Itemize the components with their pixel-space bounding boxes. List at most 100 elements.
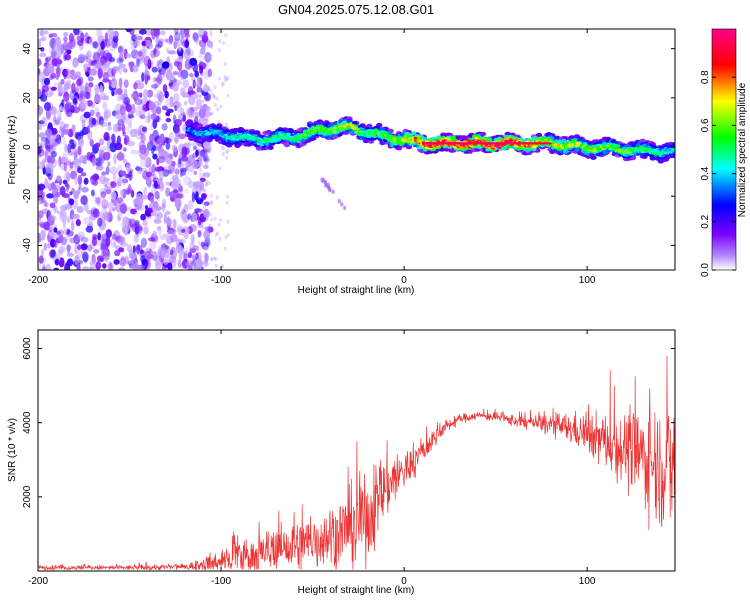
heatmap-cell bbox=[188, 177, 192, 183]
heatmap-cell bbox=[211, 92, 215, 97]
heatmap-cell bbox=[122, 158, 128, 164]
heatmap-cell bbox=[198, 88, 202, 93]
heatmap-cell bbox=[41, 196, 45, 204]
heatmap-cell bbox=[219, 218, 223, 223]
heatmap-cell bbox=[38, 159, 41, 169]
heatmap-cell bbox=[38, 255, 44, 264]
heatmap-cell bbox=[170, 161, 175, 172]
heatmap-cell bbox=[46, 193, 55, 199]
heatmap-cell bbox=[104, 32, 108, 44]
heatmap-cell bbox=[187, 199, 193, 211]
heatmap-cell bbox=[118, 247, 125, 253]
heatmap-cell bbox=[138, 109, 146, 115]
heatmap-cell bbox=[76, 85, 83, 92]
heatmap-cell bbox=[506, 145, 512, 149]
heatmap-cell bbox=[178, 249, 183, 261]
heatmap-cell bbox=[217, 222, 221, 227]
heatmap-cell bbox=[216, 123, 223, 128]
heatmap-cell bbox=[50, 72, 57, 79]
heatmap-cell bbox=[87, 76, 94, 82]
heatmap-cell bbox=[203, 121, 207, 126]
heatmap-cell bbox=[90, 239, 96, 250]
heatmap-cell bbox=[99, 119, 105, 129]
heatmap-cell bbox=[154, 216, 161, 224]
heatmap-cell bbox=[38, 147, 42, 155]
heatmap-cell bbox=[188, 141, 192, 151]
heatmap-cell bbox=[204, 226, 209, 231]
heatmap-cell bbox=[135, 196, 144, 206]
heatmap-cell bbox=[139, 144, 147, 155]
heatmap-cell bbox=[77, 39, 84, 47]
heatmap-cell bbox=[169, 100, 174, 108]
heatmap-cell bbox=[169, 131, 174, 142]
heatmap-cell bbox=[117, 197, 124, 204]
heatmap-cell bbox=[160, 73, 167, 78]
heatmap-cell bbox=[79, 85, 86, 91]
heatmap-cell bbox=[151, 66, 158, 73]
heatmap-cell bbox=[141, 72, 145, 82]
heatmap-cell bbox=[206, 261, 210, 266]
heatmap-cell bbox=[155, 205, 163, 211]
heatmap-cell bbox=[63, 51, 67, 62]
heatmap-cell bbox=[183, 142, 192, 147]
heatmap-cell bbox=[207, 68, 213, 78]
heatmap-cell bbox=[68, 198, 75, 206]
heatmap-cell bbox=[99, 84, 103, 94]
heatmap-cell bbox=[123, 79, 129, 89]
heatmap-cell bbox=[73, 190, 79, 200]
heatmap-cell bbox=[119, 203, 127, 214]
heatmap-cell bbox=[91, 156, 96, 167]
heatmap-cell bbox=[76, 263, 81, 270]
heatmap-cell bbox=[209, 112, 213, 117]
heatmap-cell bbox=[155, 139, 161, 151]
heatmap-cell bbox=[92, 51, 101, 62]
heatmap-cell bbox=[203, 252, 208, 258]
heatmap-cell bbox=[61, 99, 65, 108]
heatmap-cell bbox=[125, 29, 132, 33]
heatmap-cell bbox=[107, 125, 112, 131]
heatmap-cell bbox=[102, 151, 111, 161]
heatmap-cell bbox=[152, 153, 158, 160]
heatmap-cell bbox=[121, 178, 129, 184]
heatmap-cell bbox=[78, 94, 84, 101]
heatmap-cell bbox=[45, 144, 54, 150]
heatmap-cell bbox=[213, 85, 217, 90]
heatmap-cell bbox=[180, 87, 186, 93]
heatmap-cell bbox=[62, 226, 68, 233]
heatmap-cell bbox=[56, 109, 62, 119]
heatmap-cell bbox=[94, 93, 102, 104]
heatmap-cell bbox=[105, 166, 110, 175]
heatmap-cell bbox=[47, 66, 55, 74]
heatmap-cell bbox=[167, 229, 175, 239]
heatmap-cell bbox=[163, 257, 169, 265]
heatmap-cell bbox=[153, 100, 159, 109]
heatmap-cell bbox=[63, 69, 67, 80]
heatmap-cell bbox=[47, 155, 56, 165]
heatmap-cell bbox=[111, 90, 115, 97]
heatmap-cell bbox=[123, 68, 128, 73]
heatmap-cell bbox=[121, 123, 126, 135]
heatmap-cell bbox=[337, 199, 341, 204]
heatmap-cell bbox=[150, 29, 154, 36]
heatmap-cell bbox=[125, 187, 133, 194]
heatmap-cell bbox=[158, 170, 164, 181]
heatmap-cell bbox=[53, 227, 58, 233]
heatmap-cell bbox=[117, 118, 124, 127]
heatmap-cell bbox=[179, 70, 186, 81]
heatmap-cell bbox=[461, 135, 469, 140]
heatmap-cell bbox=[54, 137, 59, 143]
heatmap-cell bbox=[132, 64, 139, 73]
heatmap-cell bbox=[176, 37, 182, 47]
heatmap-cell bbox=[125, 103, 132, 113]
heatmap-cell bbox=[49, 90, 55, 96]
heatmap-cell bbox=[213, 256, 217, 261]
heatmap-cell bbox=[74, 131, 80, 139]
heatmap-cell bbox=[207, 40, 211, 45]
heatmap-cell bbox=[107, 262, 111, 269]
heatmap-cell bbox=[41, 85, 49, 93]
heatmap-cell bbox=[225, 150, 229, 155]
heatmap-cell bbox=[198, 171, 204, 180]
heatmap-cell bbox=[57, 85, 66, 94]
heatmap-cell bbox=[62, 137, 66, 146]
heatmap-cell bbox=[80, 32, 85, 42]
